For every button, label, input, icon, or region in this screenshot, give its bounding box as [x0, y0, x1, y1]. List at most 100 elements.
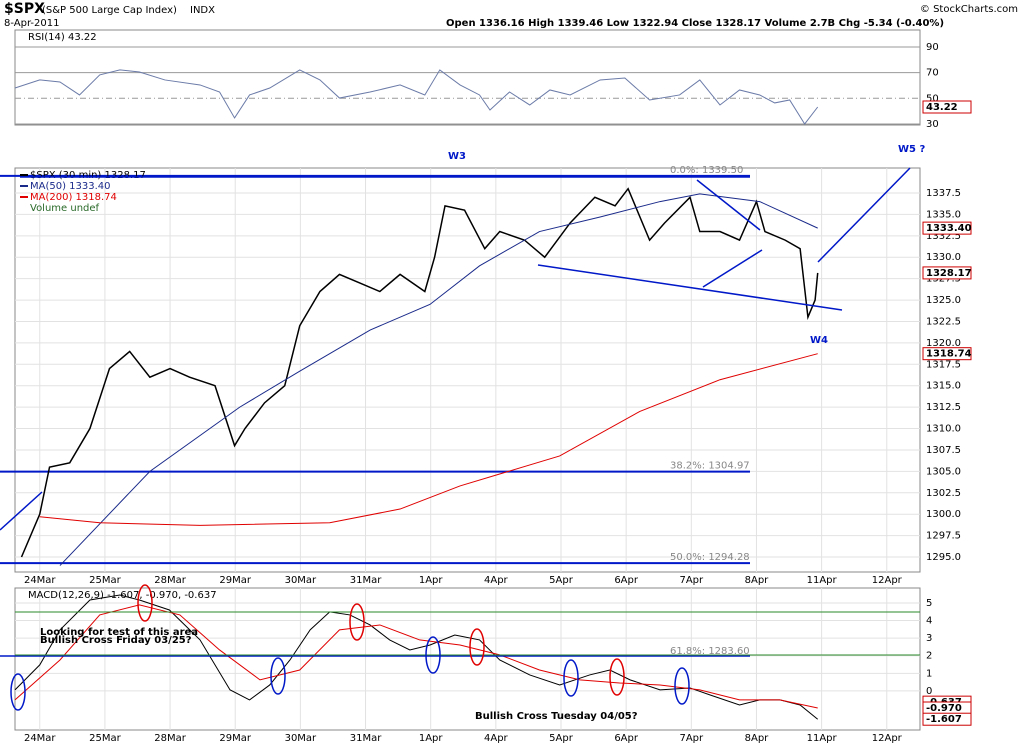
y-tick-label: 3: [926, 633, 932, 644]
x-tick-label: 28Mar: [154, 733, 186, 744]
y-tick-label: 1295.0: [926, 552, 961, 563]
x-tick-label: 11Apr: [807, 575, 838, 586]
y-tick-label: 1322.5: [926, 316, 961, 327]
x-tick-label: 30Mar: [285, 575, 317, 586]
y-tick-label: 1330.0: [926, 252, 961, 263]
legend-entry: $SPX (30 min) 1328.17: [30, 170, 146, 181]
x-tick-label: 12Apr: [872, 575, 903, 586]
y-tick-label: 70: [926, 68, 939, 79]
price-tag-label: 1318.74: [926, 349, 972, 360]
price-tag-label: 43.22: [926, 102, 958, 113]
y-tick-label: 1297.5: [926, 531, 961, 542]
y-tick-label: 30: [926, 119, 939, 130]
highlight: [563, 659, 579, 697]
annotation: W3: [448, 151, 466, 162]
y-tick-label: 1315.0: [926, 381, 961, 392]
series-line: [39, 353, 818, 526]
level-label: 38.2%: 1304.97: [670, 461, 750, 472]
x-tick-label: 25Mar: [89, 733, 121, 744]
highlight: [469, 628, 485, 666]
legend-entry: MA(200) 1318.74: [30, 192, 117, 203]
y-tick-label: 1312.5: [926, 402, 961, 413]
highlight: [137, 584, 153, 622]
price-tag: [922, 712, 972, 726]
series-line: [14, 604, 818, 709]
series-line: [20, 187, 819, 558]
trend-line: [0, 491, 43, 531]
y-tick-label: 5: [926, 598, 932, 609]
legend-swatch: [20, 196, 28, 198]
trend-line: [537, 264, 843, 311]
trend-line: [696, 179, 761, 231]
symbol: $SPX: [4, 1, 45, 17]
y-tick-label: 1305.0: [926, 466, 961, 477]
series-line: [59, 193, 818, 566]
level-label: 50.0%: 1294.28: [670, 552, 750, 563]
y-tick-label: 1317.5: [926, 359, 961, 370]
legend-swatch: [20, 185, 28, 187]
x-tick-label: 4Apr: [484, 733, 509, 744]
panel: [14, 167, 921, 573]
x-tick-label: 8Apr: [745, 733, 770, 744]
y-tick-label: 90: [926, 42, 939, 53]
x-tick-label: 1Apr: [419, 575, 444, 586]
y-tick-label: 1: [926, 668, 932, 679]
x-tick-label: 24Mar: [24, 575, 56, 586]
x-tick-label: 28Mar: [154, 575, 186, 586]
x-tick-label: 12Apr: [872, 733, 903, 744]
x-tick-label: 25Mar: [89, 575, 121, 586]
legend-swatch: [20, 174, 28, 176]
x-tick-label: 31Mar: [350, 575, 382, 586]
x-tick-label: 7Apr: [679, 575, 704, 586]
trend-line: [817, 167, 911, 263]
panel-title: RSI(14) 43.22: [28, 32, 97, 43]
highlight: [270, 657, 286, 695]
quote: Open 1336.16 High 1339.46 Low 1322.94 Cl…: [446, 18, 944, 29]
highlight: [10, 673, 26, 711]
price-tag-label: -0.970: [926, 703, 962, 714]
price-tag-label: 1333.40: [926, 223, 972, 234]
x-tick-label: 11Apr: [807, 733, 838, 744]
panel-title: MACD(12,26,9) -1.607, -0.970, -0.637: [28, 590, 217, 601]
annotation: Bullish Cross Tuesday 04/05?: [475, 711, 638, 722]
annotation: Bullish Cross Friday 03/25?: [40, 635, 192, 646]
y-tick-label: 1307.5: [926, 445, 961, 456]
x-tick-label: 5Apr: [549, 575, 574, 586]
panel: [14, 587, 921, 731]
price-tag: [922, 221, 972, 235]
y-tick-label: 1302.5: [926, 488, 961, 499]
y-tick-label: 4: [926, 616, 932, 627]
x-tick-label: 6Apr: [614, 733, 639, 744]
price-tag: [922, 347, 972, 361]
x-tick-label: 31Mar: [350, 733, 382, 744]
y-tick-label: 1332.5: [926, 231, 961, 242]
annotation: Looking for test of this area: [40, 627, 198, 638]
highlight: [674, 667, 690, 705]
level-label: 0.0%: 1339.50: [670, 165, 743, 176]
x-tick-label: 30Mar: [285, 733, 317, 744]
price-tag: [922, 100, 972, 114]
y-tick-label: 1310.0: [926, 424, 961, 435]
legend-entry: Volume undef: [30, 203, 100, 214]
highlight: [609, 658, 625, 696]
highlight: [425, 636, 441, 674]
credit: © StockCharts.com: [920, 4, 1018, 15]
price-tag-label: -1.607: [926, 714, 962, 725]
date: 8-Apr-2011: [4, 18, 59, 29]
y-tick-label: 1335.0: [926, 209, 961, 220]
y-tick-label: 1320.0: [926, 338, 961, 349]
y-tick-label: 1325.0: [926, 295, 961, 306]
highlight: [349, 603, 365, 641]
x-tick-label: 24Mar: [24, 733, 56, 744]
x-tick-label: 5Apr: [549, 733, 574, 744]
annotation: W4: [810, 335, 828, 346]
y-tick-label: 0: [926, 686, 932, 697]
y-tick-label: 1337.5: [926, 188, 961, 199]
series-line: [14, 69, 819, 125]
x-tick-label: 1Apr: [419, 733, 444, 744]
x-tick-label: 7Apr: [679, 733, 704, 744]
x-tick-label: 4Apr: [484, 575, 509, 586]
x-tick-label: 8Apr: [745, 575, 770, 586]
x-tick-label: 29Mar: [219, 733, 251, 744]
